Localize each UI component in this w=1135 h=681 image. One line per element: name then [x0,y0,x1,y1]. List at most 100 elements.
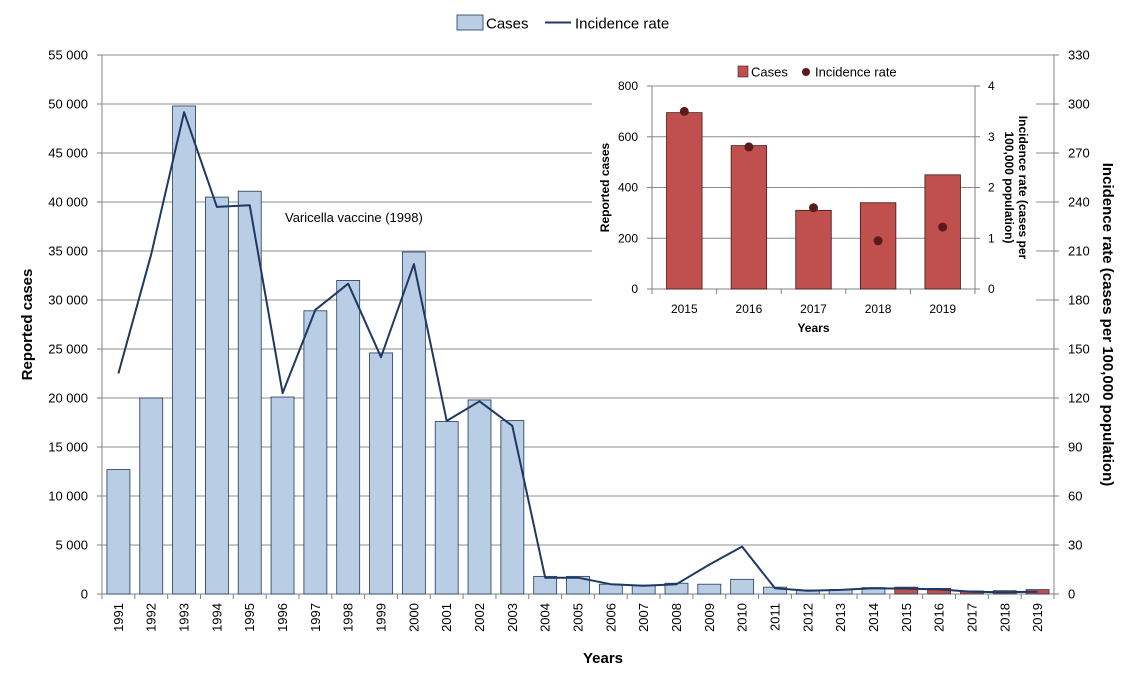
main-bar-cases [566,575,590,595]
main-y2-tick-label: 330 [1068,48,1090,63]
inset-bar-cases [795,209,832,290]
main-bar-cases [598,583,623,595]
main-legend-label-cases: Cases [486,16,529,33]
inset-y-tick-label: 200 [618,231,638,245]
inset-y2-axis-title-line1: Incidence rate (cases per [1016,116,1030,260]
main-y-tick-label: 40 000 [48,195,88,210]
inset-y2-tick-label: 2 [988,181,995,195]
main-bar-cases [894,586,919,595]
main-x-tick-label: 2000 [406,603,421,632]
main-y-tick-label: 20 000 [48,391,88,406]
main-y2-tick-label: 300 [1068,97,1090,112]
inset-bar-cases [859,202,897,290]
main-y2-tick-label: 0 [1068,587,1075,602]
inset-point-incidence-rate [744,142,754,152]
inset-point-incidence-rate [938,222,948,232]
main-y-tick-label: 0 [81,587,88,602]
main-y-tick-label: 10 000 [48,489,88,504]
inset-x-tick-label: 2017 [800,302,827,316]
main-x-tick-label: 2010 [735,603,750,632]
inset-y2-tick-label: 3 [988,130,995,144]
main-legend: Cases Incidence rate [456,14,669,33]
main-line-incidence-rate [117,111,1038,594]
inset-legend-label-cases: Cases [751,65,788,80]
main-y-tick-label: 45 000 [48,146,88,161]
main-bar-cases [467,399,492,595]
main-y2-tick-label: 30 [1068,538,1082,553]
main-x-tick-label: 2001 [439,603,454,632]
main-y2-tick-label: 240 [1068,195,1090,210]
main-x-tick-label: 1999 [374,603,389,632]
main-x-tick-label: 2011 [767,603,782,631]
main-y-tick-label: 55 000 [48,48,88,63]
main-bar-cases [697,583,722,595]
main-y2-tick-label: 210 [1068,244,1090,259]
inset-point-incidence-rate [679,106,689,116]
main-x-tick-label: 2016 [932,603,947,632]
inset-y-axis-title: Reported cases [598,142,612,232]
main-bar-cases [205,196,229,595]
main-x-tick-label: 2018 [997,603,1012,632]
main-y-tick-label: 25 000 [48,342,88,357]
inset-x-tick-label: 2018 [865,302,892,316]
main-x-tick-label: 2008 [669,603,684,632]
main-x-tick-label: 2012 [800,603,815,632]
main-bar-cases [730,578,755,595]
main-x-axis-title: Years [583,650,623,667]
main-x-tick-label: 1995 [242,603,257,632]
inset-x-tick-label: 2015 [671,302,698,316]
inset-point-incidence-rate [873,236,883,246]
main-y-tick-label: 30 000 [48,293,88,308]
main-y2-tick-label: 180 [1068,293,1090,308]
main-bar-cases [369,352,393,595]
main-bar-cases [336,279,361,595]
main-x-tick-label: 2002 [472,603,487,632]
main-y-tick-label: 5 000 [55,538,88,553]
main-annotation: Varicella vaccine (1998) [285,210,423,225]
main-x-tick-label: 1998 [341,603,356,632]
main-bar-cases [401,251,426,595]
inset-y-tick-label: 800 [618,79,638,93]
main-y2-tick-label: 270 [1068,146,1090,161]
main-x-tick-label: 1996 [275,603,290,632]
inset-point-incidence-rate [809,203,818,213]
main-y2-tick-label: 120 [1068,391,1090,406]
inset-legend: Cases Incidence rate [737,65,897,80]
main-bar-cases [237,190,262,595]
inset-legend-swatch-cases [737,65,749,78]
main-x-tick-label: 1994 [209,603,224,632]
inset-legend-label-incidence: Incidence rate [815,65,897,80]
main-y-axis-title: Reported cases [19,269,36,381]
inset-x-tick-label: 2016 [736,302,763,316]
main-y2-tick-label: 60 [1068,489,1082,504]
main-x-tick-label: 2014 [866,603,881,632]
main-x-tick-label: 2017 [964,603,979,632]
main-bar-cases [303,310,328,595]
main-x-tick-label: 2015 [899,603,914,632]
inset-y2-tick-label: 4 [988,79,995,93]
inset-y-tick-label: 0 [631,282,638,296]
main-x-tick-label: 2005 [571,603,586,632]
main-x-tick-label: 1997 [308,603,323,632]
main-x-tick-label: 1992 [144,603,159,632]
main-y-tick-label: 35 000 [48,244,88,259]
main-x-tick-label: 2007 [636,603,651,632]
inset-legend-swatch-incidence [802,68,810,76]
main-bar-cases [270,396,295,595]
inset-bar-cases [730,145,768,290]
main-x-tick-label: 2013 [833,603,848,632]
main-x-tick-label: 2006 [603,603,618,632]
main-x-tick-label: 1993 [177,603,192,632]
main-bar-cases [106,469,131,595]
main-x-tick-label: 2009 [702,603,717,632]
inset-bar-cases [666,112,703,290]
inset-y2-axis-title-line2: 100,000 population) [1002,131,1016,243]
inset-background [592,56,1036,338]
inset-x-tick-label: 2019 [929,302,956,316]
main-y2-axis-title: Incidence rate (cases per 100,000 popula… [1099,163,1116,486]
inset-y2-tick-label: 1 [988,231,995,245]
main-y2-tick-label: 150 [1068,342,1090,357]
inset-y-tick-label: 400 [618,181,638,195]
